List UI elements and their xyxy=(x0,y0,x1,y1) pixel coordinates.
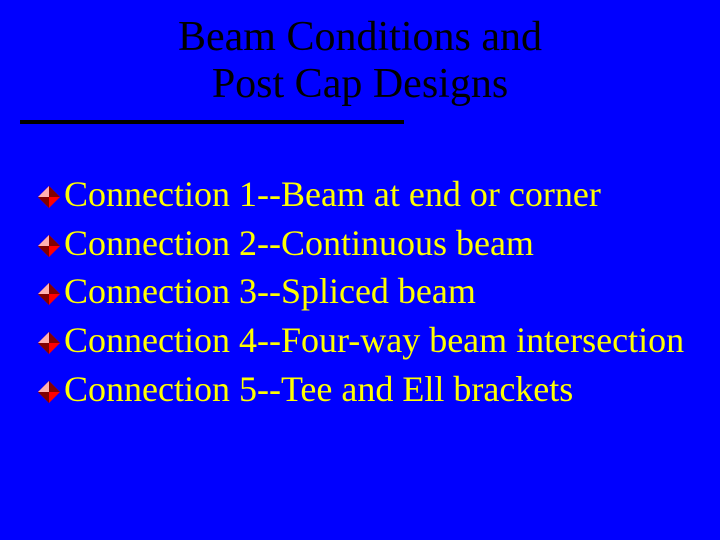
bullet-list: Connection 1--Beam at end or corner Conn… xyxy=(38,172,692,415)
bullet-text: Connection 4--Four-way beam intersection xyxy=(64,318,684,363)
bullet-text: Connection 3--Spliced beam xyxy=(64,269,476,314)
list-item: Connection 2--Continuous beam xyxy=(38,221,692,266)
list-item: Connection 1--Beam at end or corner xyxy=(38,172,692,217)
list-item: Connection 3--Spliced beam xyxy=(38,269,692,314)
title-line-2: Post Cap Designs xyxy=(0,61,720,108)
bullet-text: Connection 5--Tee and Ell brackets xyxy=(64,367,573,412)
title-underline xyxy=(20,120,404,124)
list-item: Connection 5--Tee and Ell brackets xyxy=(38,367,692,412)
diamond-bullet-icon xyxy=(38,186,60,208)
list-item: Connection 4--Four-way beam intersection xyxy=(38,318,692,363)
slide-title: Beam Conditions and Post Cap Designs xyxy=(0,0,720,108)
title-line-1: Beam Conditions and xyxy=(0,14,720,61)
diamond-bullet-icon xyxy=(38,235,60,257)
diamond-bullet-icon xyxy=(38,332,60,354)
diamond-bullet-icon xyxy=(38,283,60,305)
bullet-text: Connection 2--Continuous beam xyxy=(64,221,534,266)
bullet-text: Connection 1--Beam at end or corner xyxy=(64,172,601,217)
diamond-bullet-icon xyxy=(38,381,60,403)
